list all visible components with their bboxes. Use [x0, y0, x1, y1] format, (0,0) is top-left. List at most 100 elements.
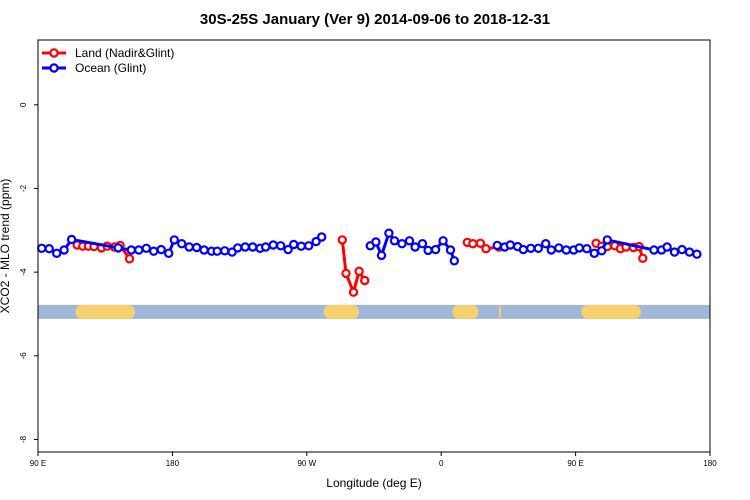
legend: Land (Nadir&Glint)Ocean (Glint)	[42, 46, 174, 75]
land-data-point	[360, 275, 370, 286]
ocean-data-point	[191, 242, 202, 253]
ocean-data-point	[589, 248, 600, 258]
land-data-point	[475, 238, 486, 248]
ocean-data-point	[296, 241, 306, 251]
ocean-data-point	[134, 245, 144, 255]
land-strip	[323, 304, 360, 319]
ocean-data-point	[505, 240, 515, 250]
ocean-data-point	[404, 236, 415, 246]
ocean-data-point	[311, 236, 321, 247]
ocean-data-point	[240, 242, 250, 252]
chart-title: 30S-25S January (Ver 9) 2014-09-06 to 20…	[200, 11, 550, 28]
ocean-data-point	[212, 246, 222, 256]
legend-marker-ocean	[49, 63, 59, 73]
legend-label-land: Land (Nadir&Glint)	[75, 46, 174, 60]
ocean-data-point	[449, 256, 459, 266]
ocean-data-point	[52, 248, 62, 258]
ocean-data-point	[561, 245, 572, 255]
land-data-point	[354, 266, 364, 276]
land-data-point	[348, 287, 359, 297]
ocean-data-point	[597, 246, 607, 256]
ocean-data-point	[384, 228, 394, 238]
ocean-data-point	[684, 247, 695, 257]
ocean-data-point	[526, 243, 536, 253]
ocean-data-point	[59, 245, 69, 255]
y-tick-label: 0	[19, 102, 28, 107]
ocean-data-point	[66, 234, 77, 245]
y-tick-label: -6	[19, 352, 28, 360]
y-tick-label: -4	[19, 268, 28, 276]
ocean-data-point	[276, 241, 286, 251]
land-strip	[499, 304, 502, 319]
y-axis: 0 -2 -4 -6 -8	[19, 102, 38, 443]
land-data-point	[341, 268, 351, 279]
ocean-data-point	[163, 248, 174, 258]
ocean-data-point	[376, 250, 387, 261]
y-tick-label: -8	[19, 435, 28, 443]
ocean-data-point	[283, 244, 293, 255]
ocean-data-point	[692, 249, 702, 259]
ocean-data-point	[582, 243, 592, 254]
x-tick-label: 180	[166, 459, 180, 468]
ocean-data-point	[430, 244, 441, 255]
land-data-point	[638, 253, 648, 263]
ocean-data-point	[518, 244, 529, 255]
ocean-data-point	[417, 238, 428, 249]
land-data-point	[481, 243, 491, 254]
ocean-data-point	[574, 243, 585, 253]
ocean-data-point	[268, 240, 278, 250]
legend-marker-land	[49, 48, 59, 58]
ocean-data-point	[261, 242, 271, 252]
ocean-data-point	[677, 244, 687, 255]
ocean-data-point	[423, 245, 433, 256]
x-tick-label: 180	[703, 459, 717, 468]
ocean-data-point	[317, 232, 327, 242]
ocean-data-point	[176, 238, 187, 249]
ocean-data-point	[232, 243, 243, 253]
ocean-data-point	[289, 239, 299, 250]
ocean-data-point	[492, 240, 502, 251]
ocean-data-point	[304, 241, 314, 251]
y-tick-label: -2	[19, 184, 28, 192]
land-data-point	[337, 235, 347, 245]
ocean-data-point	[199, 245, 209, 255]
ocean-data-point	[438, 236, 448, 246]
ocean-data-point	[141, 243, 151, 253]
ocean-data-point	[156, 244, 166, 255]
ocean-data-point	[126, 245, 137, 255]
land-strip	[452, 304, 479, 319]
ocean-data-point	[371, 237, 381, 247]
plot-frame	[37, 39, 711, 453]
ocean-data-point	[602, 235, 613, 245]
ocean-data-point	[113, 243, 124, 253]
series-layer	[37, 228, 702, 297]
ocean-data-point	[247, 242, 258, 252]
ocean-strip	[38, 304, 710, 319]
ocean-data-point	[546, 245, 557, 255]
surface-bar	[38, 304, 710, 319]
x-tick-label: 90 E	[567, 459, 583, 468]
ocean-data-point	[445, 245, 456, 255]
ocean-data-point	[649, 245, 659, 255]
ocean-data-point	[541, 238, 551, 249]
ocean-data-point	[219, 246, 230, 256]
x-axis-label: Longitude (deg E)	[326, 476, 421, 490]
ocean-data-point	[533, 243, 544, 253]
land-strip	[581, 304, 641, 319]
ocean-data-point	[410, 242, 420, 252]
ocean-data-point	[169, 235, 179, 245]
legend-label-ocean: Ocean (Glint)	[75, 61, 146, 75]
x-tick-label: 90 W	[297, 459, 316, 468]
x-tick-label: 90 E	[30, 459, 46, 468]
ocean-data-point	[148, 246, 159, 256]
land-data-point	[124, 254, 135, 264]
x-axis: 90 E 180 90 W 0 90 E 180	[30, 452, 717, 468]
ocean-data-point	[184, 242, 194, 252]
ocean-data-point	[389, 236, 400, 246]
ocean-data-point	[662, 242, 672, 252]
land-series-line	[340, 239, 366, 297]
x-tick-label: 0	[439, 459, 444, 468]
ocean-data-point	[669, 247, 680, 257]
ocean-data-point	[37, 243, 47, 253]
